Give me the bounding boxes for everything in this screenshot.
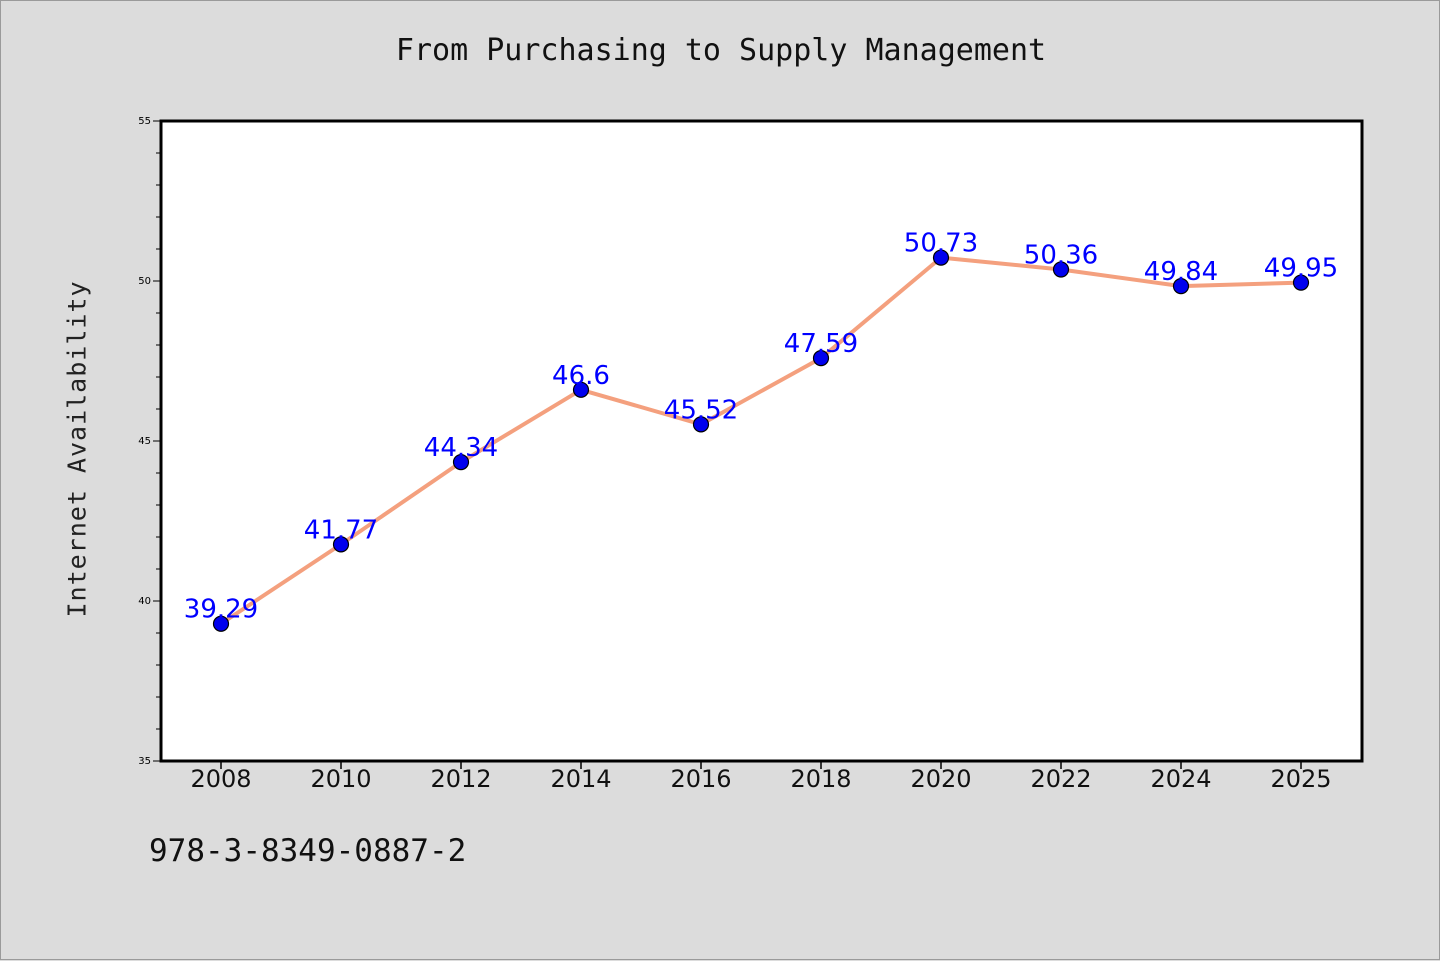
data-label: 50.36 <box>1024 240 1098 270</box>
y-tick-label: 55 <box>138 116 151 127</box>
data-label: 50.73 <box>904 229 978 259</box>
x-tick-label: 2010 <box>310 765 371 793</box>
series-line <box>219 255 1303 626</box>
data-point <box>452 454 470 471</box>
data-point <box>692 416 710 433</box>
data-label: 39.29 <box>184 595 258 625</box>
data-label: 46.6 <box>552 361 610 391</box>
data-point <box>932 249 950 266</box>
x-tick-label: 2024 <box>1150 765 1211 793</box>
y-tick-label: 50 <box>138 276 151 287</box>
chart-title: From Purchasing to Supply Management <box>395 33 1047 68</box>
x-tick-label: 2014 <box>550 765 611 793</box>
data-point <box>1052 261 1070 278</box>
data-point <box>1292 274 1310 291</box>
data-label: 44.34 <box>424 433 498 463</box>
x-tick-label: 2016 <box>670 765 731 793</box>
data-label: 49.84 <box>1144 257 1218 287</box>
data-point <box>332 536 350 553</box>
y-tick-label: 45 <box>138 436 151 447</box>
plot-frame <box>159 119 1364 763</box>
data-point <box>212 615 230 632</box>
y-tick-label: 40 <box>138 596 151 607</box>
x-tick-label: 2008 <box>190 765 251 793</box>
data-label: 47.59 <box>784 329 858 359</box>
data-label: 41.77 <box>304 515 378 545</box>
data-label: 49.95 <box>1264 254 1338 284</box>
y-tick-label: 35 <box>138 756 151 767</box>
isbn-label: 978-3-8349-0887-2 <box>149 833 467 869</box>
x-tick-label: 2022 <box>1030 765 1091 793</box>
data-label: 45.52 <box>664 395 738 425</box>
x-tick-label: 2018 <box>790 765 851 793</box>
data-point <box>812 350 830 367</box>
data-point <box>572 381 590 398</box>
x-tick-label: 2012 <box>430 765 491 793</box>
plot-area <box>161 121 1362 761</box>
x-tick-label: 2025 <box>1270 765 1331 793</box>
x-tick-label: 2020 <box>910 765 971 793</box>
data-point <box>1172 278 1190 295</box>
